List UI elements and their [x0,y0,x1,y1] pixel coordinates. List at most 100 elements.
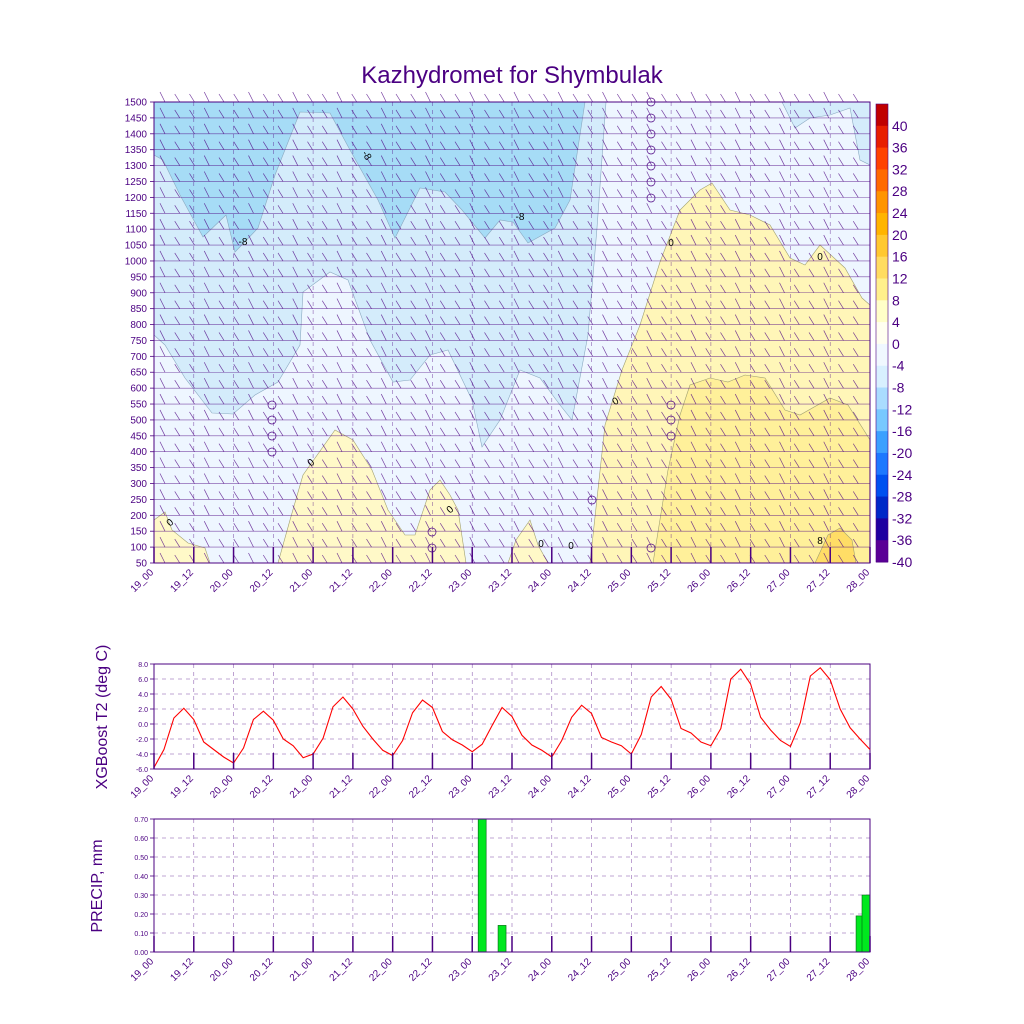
wind-barb [233,538,240,548]
wind-barb [248,457,254,468]
wind-barb [203,171,210,182]
wind-barb [779,298,785,309]
chart-title: Kazhydromet for Shymbulak [361,62,663,89]
t-x-tick-label: 22_00 [367,773,395,800]
wind-barb [498,507,505,516]
wind-barb [218,300,225,309]
wind-barb [292,123,299,134]
wind-barb [602,505,608,516]
wind-barb [159,377,166,389]
wind-barb [484,316,490,325]
wind-barb [690,425,697,436]
wind-barb [410,411,417,421]
wind-barb [852,141,859,150]
wind-barb [705,125,712,134]
wind-barb [779,203,785,214]
wind-barb [307,379,313,389]
wind-barb [749,220,756,230]
wind-barb [675,475,682,484]
wind-barb [410,443,417,452]
wind-barb [321,236,328,246]
wind-barb [631,268,638,278]
wind-barb [351,459,358,468]
colorbar-label: -36 [892,532,912,548]
colorbar-label: 28 [892,183,908,199]
wind-barb [203,234,210,246]
wind-barb [321,491,328,500]
wind-barb [174,189,181,198]
wind-barb [587,348,594,357]
wind-barb [292,107,299,119]
wind-barb [336,425,343,436]
wind-barb [543,316,549,325]
wind-barb [631,379,638,389]
temperature-fill-layer [154,102,870,563]
wind-barb [189,538,195,548]
wind-barb [690,377,697,389]
wind-barb [484,220,490,230]
wind-barb [720,364,726,373]
wind-barb [793,348,800,357]
heat-y-tick-label: 850 [130,304,147,315]
wind-barb [646,219,653,230]
wind-barb [572,189,579,198]
wind-barb [690,441,697,452]
wind-barb [646,266,653,278]
wind-barb [808,205,815,214]
wind-barb [690,346,697,357]
wind-barb [321,364,328,373]
contour-label: 0 [668,238,674,249]
wind-barb [528,189,535,198]
wind-barb [572,364,579,373]
wind-barb [779,473,785,484]
contour-label: -8 [239,237,248,248]
wind-barb [838,427,844,437]
wind-barb [203,187,210,198]
wind-barb [793,475,800,484]
wind-barb [380,187,387,198]
wind-barb [159,552,166,564]
wind-barb [513,250,520,262]
colorbar-label: 0 [892,336,900,352]
wind-barb [307,205,313,214]
wind-barb [233,507,240,516]
wind-barb [292,187,299,198]
wind-barb [852,411,859,421]
wind-barb [616,332,623,341]
wind-barb [779,346,785,357]
contour-label: 0 [817,252,823,263]
wind-barb [616,379,623,389]
wind-barb [351,173,358,182]
wind-barb [661,427,667,437]
wind-barb [808,443,815,452]
wind-barb [852,443,859,452]
wind-barb [513,377,520,389]
wind-barb [720,189,726,198]
wind-barb [351,157,358,166]
wind-barb [484,173,490,182]
wind-barb [572,141,579,150]
wind-barb [764,157,771,166]
wind-barb [366,205,372,214]
wind-barb [262,252,269,262]
wind-barb [439,125,446,134]
wind-barb [425,473,431,484]
p-x-tick-label: 24_12 [566,956,594,984]
wind-barb [646,171,653,182]
wind-barb [395,93,402,103]
wind-barb [749,411,756,421]
wind-barb [720,491,726,500]
wind-barb [395,109,402,119]
wind-barb [277,443,284,452]
wind-barb [380,377,387,389]
wind-barb [262,236,269,246]
wind-barb [277,125,284,134]
wind-barb [484,554,490,564]
wind-barb [454,252,461,262]
wind-barb [528,364,535,373]
wind-barb [808,427,815,437]
wind-barb [543,189,549,198]
wind-barb [351,523,358,532]
wind-barb [823,314,830,325]
wind-barb [439,538,446,548]
